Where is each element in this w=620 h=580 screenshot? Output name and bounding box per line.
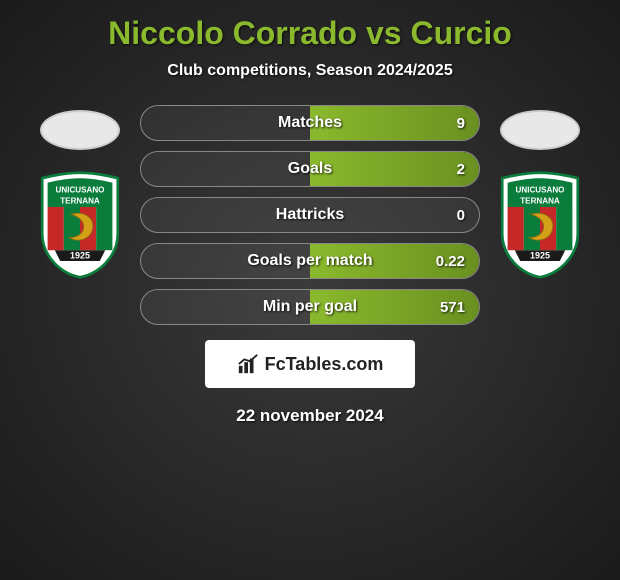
stat-label: Goals xyxy=(288,160,332,178)
page-title: Niccolo Corrado vs Curcio xyxy=(108,15,512,52)
stat-label: Matches xyxy=(278,114,342,132)
main-row: UNICUSANO TERNANA 1925 Matches9Goals2H xyxy=(0,105,620,325)
player1-avatar-placeholder xyxy=(40,110,120,150)
player2-club-badge: UNICUSANO TERNANA 1925 xyxy=(495,170,585,280)
right-column: UNICUSANO TERNANA 1925 xyxy=(490,105,590,280)
stats-column: Matches 9 Goals 2 Hattricks 0 Goals per match 0… xyxy=(140,105,480,325)
stat-value-right: 0 xyxy=(457,207,465,224)
stat-row: Goals 2 xyxy=(140,151,480,187)
svg-text:1925: 1925 xyxy=(530,250,550,260)
branding-badge: FcTables.com xyxy=(205,340,415,388)
chart-icon xyxy=(237,353,259,375)
date-text: 22 november 2024 xyxy=(236,406,383,426)
stat-label: Hattricks xyxy=(276,206,344,224)
stat-value-right: 571 xyxy=(440,299,465,316)
stat-row: Goals per match 0.22 xyxy=(140,243,480,279)
stat-value-right: 9 xyxy=(457,115,465,132)
stat-label: Goals per match xyxy=(247,252,372,270)
stat-value-right: 0.22 xyxy=(436,253,465,270)
root-container: Niccolo Corrado vs Curcio Club competiti… xyxy=(0,0,620,436)
stat-row: Hattricks 0 xyxy=(140,197,480,233)
left-column: UNICUSANO TERNANA 1925 xyxy=(30,105,130,280)
page-subtitle: Club competitions, Season 2024/2025 xyxy=(167,62,452,80)
badge-text-top: UNICUSANO xyxy=(56,186,105,195)
badge-year: 1925 xyxy=(70,250,90,260)
stat-fill-right xyxy=(310,152,479,186)
stat-row: Matches 9 xyxy=(140,105,480,141)
stat-label: Min per goal xyxy=(263,298,357,316)
badge-text-bottom: TERNANA xyxy=(60,196,100,205)
svg-text:UNICUSANO: UNICUSANO xyxy=(516,186,565,195)
branding-text: FcTables.com xyxy=(265,354,384,375)
player2-avatar-placeholder xyxy=(500,110,580,150)
player1-club-badge: UNICUSANO TERNANA 1925 xyxy=(35,170,125,280)
stat-row: Min per goal 571 xyxy=(140,289,480,325)
svg-text:TERNANA: TERNANA xyxy=(520,196,560,205)
stat-value-right: 2 xyxy=(457,161,465,178)
